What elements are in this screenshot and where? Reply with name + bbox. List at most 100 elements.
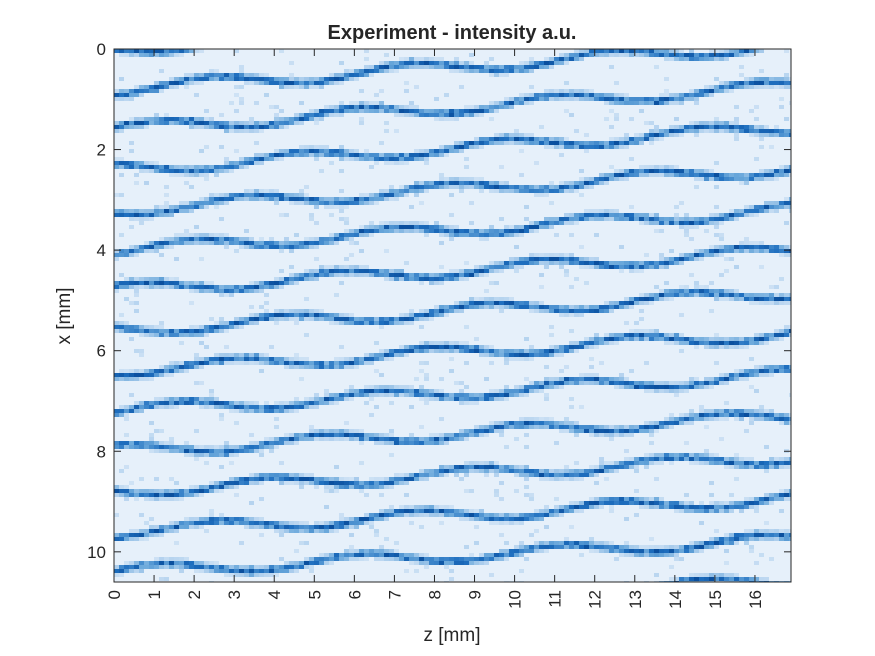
heatmap-cell — [734, 409, 739, 413]
heatmap-cell — [709, 309, 714, 313]
heatmap-cell — [709, 337, 714, 341]
heatmap-cell — [349, 553, 354, 557]
heatmap-cell — [159, 209, 164, 213]
heatmap-cell — [549, 473, 554, 477]
heatmap-cell — [499, 261, 504, 265]
heatmap-cell — [519, 189, 524, 193]
heatmap-cell — [724, 337, 729, 341]
heatmap-cell — [574, 185, 579, 189]
heatmap-cell — [194, 361, 199, 365]
heatmap-cell — [299, 149, 304, 153]
heatmap-cell — [734, 457, 739, 461]
heatmap-cell — [574, 349, 579, 353]
heatmap-cell — [139, 493, 144, 497]
heatmap-cell — [529, 533, 534, 537]
heatmap-cell — [284, 313, 289, 317]
heatmap-cell — [639, 137, 644, 141]
heatmap-cell — [329, 237, 334, 241]
heatmap-cell — [114, 193, 119, 197]
heatmap-cell — [114, 493, 119, 497]
heatmap-cell — [394, 393, 399, 397]
heatmap-cell — [729, 293, 734, 297]
heatmap-cell — [269, 313, 274, 317]
heatmap-cell — [714, 173, 719, 177]
heatmap-cell — [544, 97, 549, 101]
heatmap-cell — [139, 533, 144, 537]
heatmap-cell — [319, 265, 324, 269]
heatmap-cell — [424, 377, 429, 381]
heatmap-cell — [164, 397, 169, 401]
heatmap-cell — [194, 565, 199, 569]
heatmap-cell — [429, 469, 434, 473]
heatmap-cell — [344, 557, 349, 561]
heatmap-cell — [219, 73, 224, 77]
heatmap-cell — [349, 481, 354, 485]
heatmap-cell — [419, 149, 424, 153]
heatmap-cell — [399, 385, 404, 389]
heatmap-cell — [499, 425, 504, 429]
heatmap-cell — [594, 49, 599, 53]
heatmap-cell — [704, 249, 709, 253]
heatmap-cell — [574, 313, 579, 317]
heatmap-cell — [539, 549, 544, 553]
heatmap-cell — [719, 53, 724, 57]
heatmap-cell — [734, 209, 739, 213]
heatmap-cell — [284, 561, 289, 565]
heatmap-cell — [729, 505, 734, 509]
heatmap-cell — [294, 113, 299, 117]
heatmap-cell — [349, 361, 354, 365]
heatmap-cell — [574, 129, 579, 133]
heatmap-cell — [689, 381, 694, 385]
heatmap-cell — [409, 349, 414, 353]
heatmap-cell — [619, 497, 624, 501]
heatmap-cell — [289, 365, 294, 369]
heatmap-cell — [709, 93, 714, 97]
heatmap-cell — [239, 237, 244, 241]
heatmap-cell — [584, 505, 589, 509]
heatmap-cell — [699, 577, 704, 581]
heatmap-cell — [229, 321, 234, 325]
heatmap-cell — [349, 237, 354, 241]
heatmap-cell — [659, 229, 664, 233]
heatmap-cell — [234, 453, 239, 457]
heatmap-cell — [624, 169, 629, 173]
heatmap-cell — [589, 381, 594, 385]
heatmap-cell — [244, 477, 249, 481]
heatmap-cell — [169, 437, 174, 441]
heatmap-cell — [714, 541, 719, 545]
heatmap-cell — [289, 117, 294, 121]
heatmap-cell — [639, 141, 644, 145]
heatmap-cell — [269, 573, 274, 577]
heatmap-cell — [659, 457, 664, 461]
heatmap-cell — [419, 153, 424, 157]
heatmap-cell — [569, 189, 574, 193]
heatmap-cell — [209, 325, 214, 329]
heatmap-cell — [709, 89, 714, 93]
heatmap-cell — [159, 441, 164, 445]
heatmap-cell — [609, 461, 614, 465]
heatmap-cell — [389, 549, 394, 553]
heatmap-cell — [364, 265, 369, 269]
heatmap-cell — [369, 109, 374, 113]
heatmap-cell — [459, 345, 464, 349]
heatmap-cell — [119, 253, 124, 257]
heatmap-cell — [259, 157, 264, 161]
heatmap-cell — [514, 353, 519, 357]
heatmap-cell — [159, 369, 164, 373]
heatmap-cell — [679, 337, 684, 341]
heatmap-cell — [284, 401, 289, 405]
heatmap-cell — [429, 65, 434, 69]
heatmap-cell — [639, 549, 644, 553]
heatmap-cell — [119, 233, 124, 237]
heatmap-cell — [599, 465, 604, 469]
heatmap-cell — [679, 549, 684, 553]
heatmap-cell — [214, 401, 219, 405]
heatmap-cell — [649, 141, 654, 145]
heatmap-cell — [184, 49, 189, 53]
heatmap-cell — [254, 241, 259, 245]
heatmap-cell — [439, 505, 444, 509]
heatmap-cell — [434, 273, 439, 277]
heatmap-cell — [194, 289, 199, 293]
heatmap-cell — [229, 165, 234, 169]
heatmap-cell — [154, 53, 159, 57]
